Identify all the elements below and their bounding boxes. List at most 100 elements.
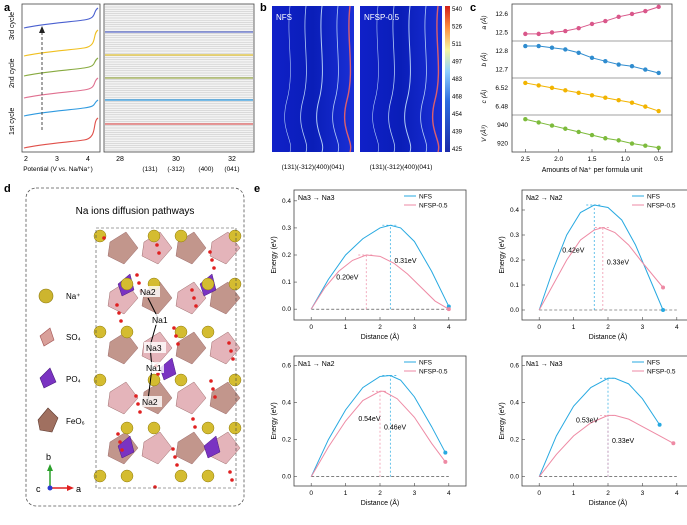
panel-a: a 1st cycle 2nd cycle 3rd cycle 2 3 4 Po… <box>0 0 258 175</box>
x-tick-label: 0 <box>537 490 541 497</box>
site-label: Na1 <box>152 315 168 325</box>
energy-x-label: Distance (Å) <box>361 498 400 507</box>
lattice-y-tick: 12.5 <box>495 29 508 36</box>
x-tick-label: 1 <box>572 490 576 497</box>
oxygen-atom <box>210 258 214 262</box>
barrier-label: 0.53eV <box>576 418 599 425</box>
legend-feo6-swatch <box>37 407 59 433</box>
site-label: Na2 <box>142 397 158 407</box>
oxygen-atom <box>231 357 235 361</box>
x-tick-label: 4 <box>447 490 451 497</box>
legend-feo6: FeO₆ <box>66 417 85 426</box>
contour-streak <box>388 5 396 153</box>
lattice-point <box>616 62 621 67</box>
panel-b: b NFS NFSP-0.5 540 526 511 497 483 468 454 439 4… <box>258 0 468 175</box>
oxygen-atom <box>228 470 232 474</box>
oxygen-atom <box>116 432 120 436</box>
contour-streaks <box>284 5 440 153</box>
legend-label: NFSP-0.5 <box>419 369 448 376</box>
contour-streak <box>332 5 340 153</box>
po4-tetrahedron <box>159 357 177 381</box>
energy-curve <box>538 226 664 311</box>
contour-streak <box>316 5 324 153</box>
oxygen-atom <box>137 281 141 285</box>
lattice-point <box>549 123 555 128</box>
colorbar-ticks: 540 526 511 497 483 468 454 439 425 <box>452 7 463 153</box>
legend-label: NFS <box>419 194 433 201</box>
y-tick-label: 0.2 <box>282 437 291 444</box>
lattice-point <box>656 4 661 10</box>
site-label: Na2 <box>140 287 156 297</box>
energy-barrier-charts: e Na3 → Na3 NFS NFSP-0.5 0.0 0.1 0.2 0.3 0.4 0 1 2… <box>254 183 687 507</box>
lattice-point <box>589 55 595 61</box>
oxygen-atom <box>120 448 124 452</box>
y-tick-label: 0.2 <box>510 257 519 264</box>
oxygen-atom <box>172 326 176 330</box>
x-tick-label: 2 <box>606 324 610 331</box>
po4-tetrahedron <box>203 435 221 459</box>
y-tick-label: 0.1 <box>282 279 291 286</box>
y-tick-label: 0.4 <box>510 207 519 214</box>
y-tick-label: 0.4 <box>282 399 291 406</box>
lattice-point <box>536 120 541 125</box>
energy-endpoint <box>443 450 448 455</box>
lattice-point <box>603 95 608 100</box>
voltage-curve <box>23 7 99 29</box>
cycle-label-2: 2nd cycle <box>9 58 16 88</box>
legend-label: NFS <box>647 194 661 201</box>
energy-curve <box>310 224 450 310</box>
y-tick-label: 0.3 <box>282 225 291 232</box>
na-atom <box>120 325 134 339</box>
barrier-label: 0.54eV <box>358 416 381 423</box>
right-x-tick: 28 <box>116 156 124 163</box>
legend-label: NFS <box>419 360 433 367</box>
structure-dashed-frame <box>25 187 245 507</box>
lattice-point <box>616 138 621 143</box>
na-atom <box>93 325 107 339</box>
energy-endpoint <box>446 307 451 312</box>
na-atom <box>174 373 188 387</box>
energy-curve <box>538 377 661 477</box>
legend-label: NFSP-0.5 <box>647 369 676 376</box>
x-tick-label: 2 <box>378 490 382 497</box>
y-tick-label: 0.4 <box>282 198 291 205</box>
oxygen-atom <box>118 440 122 444</box>
x-tick-label: 1 <box>344 324 348 331</box>
polyhedron <box>209 331 241 365</box>
energy-chart-title: Na3 → Na3 <box>298 195 335 202</box>
oxygen-atom <box>102 236 106 240</box>
voltage-curve <box>23 57 99 77</box>
lattice-point <box>656 145 661 150</box>
x-tick-label: 1 <box>344 490 348 497</box>
lattice-point <box>563 88 568 93</box>
legend-label: NFS <box>647 360 661 367</box>
oxygen-atom <box>117 311 121 315</box>
contour-streak <box>343 5 352 153</box>
energy-y-label: Energy (eV) <box>271 402 278 439</box>
panel-b-letter: b <box>260 2 267 14</box>
axis-b-label: b <box>46 452 51 462</box>
energy-curve <box>538 414 674 478</box>
legend-label: NFSP-0.5 <box>419 203 448 210</box>
oxygen-atom <box>213 395 217 399</box>
y-tick-label: 0.2 <box>282 252 291 259</box>
energy-curve <box>310 254 450 310</box>
left-x-label: Potential (V vs. Na/Na⁺) <box>23 166 93 173</box>
legend-po4: PO₄ <box>66 375 81 384</box>
lattice-point <box>536 83 541 88</box>
peak-label: (131) <box>142 166 157 173</box>
oxygen-atom <box>209 379 213 383</box>
legend-label: NFSP-0.5 <box>647 203 676 210</box>
panel-c-letter: c <box>470 2 476 14</box>
lattice-y-tick: 940 <box>497 122 508 129</box>
voltage-curve <box>23 117 99 149</box>
na-atom <box>201 325 215 339</box>
energy-chart-title: Na2 → Na2 <box>526 195 563 202</box>
site-label-bg <box>144 342 166 353</box>
axis-b-head <box>47 464 53 471</box>
lattice-x-tick: 2.5 <box>521 156 530 163</box>
oxygen-atom <box>119 319 123 323</box>
panel-a-figure: a 1st cycle 2nd cycle 3rd cycle 2 3 4 Po… <box>4 2 255 173</box>
map-label-nfs: NFS <box>276 13 292 22</box>
lattice-point <box>563 126 568 131</box>
